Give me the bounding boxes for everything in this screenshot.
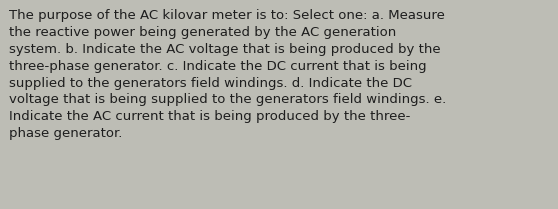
Text: The purpose of the AC kilovar meter is to: Select one: a. Measure
the reactive p: The purpose of the AC kilovar meter is t… <box>9 9 447 140</box>
